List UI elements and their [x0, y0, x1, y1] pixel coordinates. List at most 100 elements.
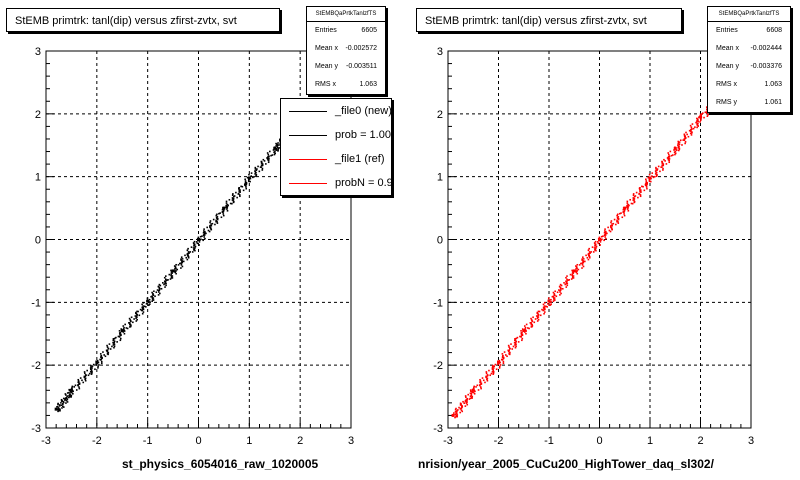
scatter-point	[158, 286, 160, 289]
scatter-point	[71, 386, 73, 389]
right-x-axis-label: nrision/year_2005_CuCu200_HighTower_daq_…	[418, 457, 714, 471]
scatter-point	[538, 310, 541, 313]
scatter-point	[216, 220, 218, 223]
scatter-point	[175, 270, 177, 272]
scatter-point	[215, 216, 218, 219]
scatter-point	[587, 258, 590, 261]
scatter-point	[650, 177, 652, 180]
scatter-point	[171, 269, 175, 273]
scatter-point	[136, 318, 138, 321]
scatter-point	[106, 350, 108, 353]
scatter-point	[274, 147, 277, 150]
scatter-point	[623, 206, 627, 210]
scatter-point	[254, 166, 257, 169]
scatter-point	[588, 256, 591, 259]
scatter-point	[663, 158, 665, 161]
left-stats-row: Mean y -0.003511	[307, 58, 385, 76]
scatter-point	[592, 251, 595, 253]
scatter-point	[262, 158, 265, 161]
scatter-point	[498, 359, 501, 362]
scatter-point	[684, 137, 686, 140]
scatter-point	[261, 167, 264, 170]
left-plot-title: StEMB primtrk: tanl(dip) versus zfirst-z…	[6, 8, 280, 32]
scatter-point	[181, 258, 184, 260]
scatter-point	[191, 251, 194, 253]
scatter-point	[585, 254, 587, 257]
left-stats-label: RMS x	[315, 81, 336, 88]
scatter-point	[83, 371, 86, 373]
scatter-point	[521, 328, 524, 330]
scatter-point	[245, 182, 248, 185]
scatter-point	[202, 231, 205, 234]
scatter-point	[530, 319, 533, 321]
scatter-point	[520, 330, 522, 332]
left-stats-label: Mean y	[315, 63, 338, 70]
scatter-point	[202, 230, 205, 232]
scatter-point	[566, 275, 568, 277]
scatter-point	[571, 269, 573, 272]
scatter-point	[223, 209, 225, 211]
scatter-point	[582, 265, 585, 268]
right-plot-title: StEMB primtrk: tanl(dip) versus zfirst-z…	[416, 8, 682, 32]
scatter-point	[215, 220, 217, 223]
scatter-point	[255, 174, 258, 176]
right-stats-row: Entries 6608	[708, 22, 790, 40]
scatter-point	[470, 396, 473, 399]
scatter-point	[124, 323, 126, 326]
scatter-point	[273, 151, 275, 154]
scatter-point	[157, 285, 160, 288]
scatter-point	[639, 189, 641, 191]
scatter-point	[675, 149, 678, 151]
scatter-point	[464, 400, 467, 403]
scatter-point	[148, 304, 150, 306]
scatter-point	[656, 174, 658, 176]
scatter-point	[696, 120, 698, 122]
scatter-point	[203, 233, 206, 235]
scatter-point	[582, 260, 584, 262]
scatter-point	[480, 382, 482, 385]
scatter-point	[141, 306, 144, 309]
scatter-point	[623, 214, 626, 217]
scatter-point	[216, 216, 219, 218]
scatter-point	[705, 106, 708, 108]
scatter-point	[66, 395, 69, 397]
scatter-point	[652, 176, 655, 179]
scatter-point	[164, 286, 166, 288]
scatter-point	[545, 305, 547, 308]
scatter-point	[552, 295, 555, 297]
scatter-point	[186, 253, 189, 255]
scatter-point	[485, 372, 488, 375]
scatter-point	[190, 246, 193, 248]
scatter-point	[600, 235, 603, 238]
scatter-point	[79, 377, 82, 379]
scatter-point	[677, 140, 680, 143]
scatter-point	[274, 150, 276, 153]
scatter-point	[54, 407, 58, 411]
scatter-point	[642, 185, 644, 188]
scatter-point	[491, 367, 494, 369]
scatter-point	[278, 147, 280, 149]
scatter-point	[648, 180, 651, 183]
scatter-point	[678, 147, 681, 149]
scatter-point	[84, 372, 86, 375]
scatter-point	[648, 178, 651, 181]
scatter-point	[135, 311, 137, 314]
scatter-point	[60, 402, 62, 404]
scatter-point	[156, 289, 159, 291]
scatter-point	[616, 216, 619, 219]
scatter-point	[122, 328, 125, 330]
scatter-point	[268, 158, 270, 160]
scatter-point	[84, 375, 86, 378]
scatter-point	[581, 267, 583, 269]
scatter-point	[575, 266, 578, 268]
scatter-point	[173, 265, 176, 267]
legend-label: _file1 (ref)	[335, 153, 385, 165]
scatter-point	[454, 416, 456, 419]
y-tick-label: -3	[31, 423, 41, 435]
scatter-point	[521, 334, 523, 336]
y-tick-label: -3	[433, 423, 443, 435]
scatter-point	[137, 310, 139, 313]
scatter-point	[706, 108, 708, 111]
scatter-point	[645, 186, 648, 188]
scatter-point	[174, 268, 176, 270]
